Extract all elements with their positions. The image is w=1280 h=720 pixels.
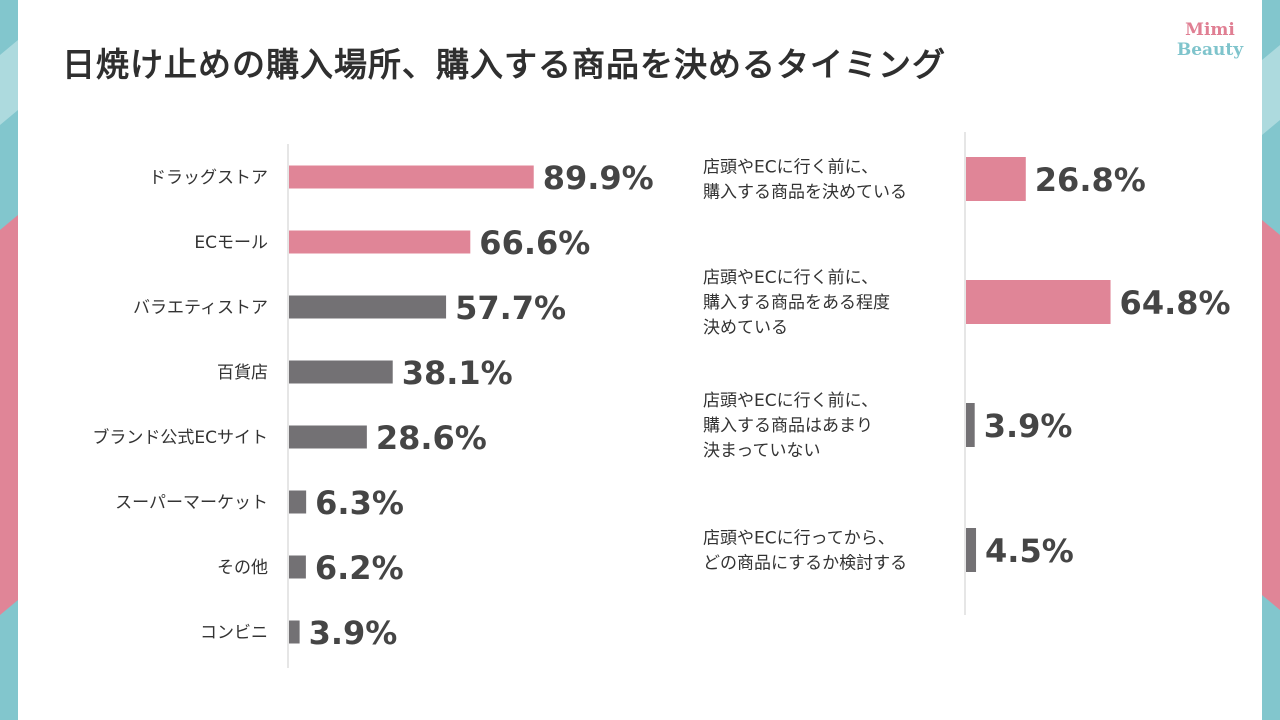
category-label: ブランド公式ECサイト [92, 427, 268, 448]
value-label: 3.9% [984, 407, 1073, 445]
bar [289, 555, 306, 579]
value-label: 28.6% [376, 419, 487, 457]
value-label: 57.7% [455, 289, 566, 327]
category-label: スーパーマーケット [115, 493, 268, 513]
brand-logo: Mimi Beauty [1168, 20, 1252, 60]
value-label: 6.3% [315, 484, 404, 522]
category-label: バラエティストア [133, 298, 268, 318]
value-label: 3.9% [309, 614, 398, 652]
bar [289, 295, 447, 319]
category-label: 店頭やECに行く前に、購入する商品はあまり決まっていない [703, 391, 878, 461]
bar [966, 528, 977, 572]
value-label: 6.2% [315, 549, 404, 587]
value-label: 4.5% [985, 532, 1074, 570]
content-card [18, 0, 1262, 720]
bar [289, 165, 534, 189]
bar [966, 280, 1111, 324]
bar [289, 490, 307, 514]
category-label: ドラッグストア [149, 168, 268, 188]
category-label: 百貨店 [217, 363, 268, 383]
page-title: 日焼け止めの購入場所、購入する商品を決めるタイミング [62, 45, 946, 84]
bar [289, 230, 471, 254]
category-label: 店頭やECに行く前に、購入する商品をある程度決めている [703, 268, 890, 338]
category-label: 店頭やECに行く前に、購入する商品を決めている [703, 158, 907, 203]
category-label: コンビニ [200, 623, 268, 643]
category-label: ECモール [194, 233, 268, 253]
bar [289, 360, 393, 384]
value-label: 89.9% [543, 159, 654, 197]
value-label: 64.8% [1120, 284, 1231, 322]
bar [966, 157, 1026, 201]
value-label: 26.8% [1035, 161, 1146, 199]
bar [966, 403, 975, 447]
category-label: 店頭やECに行ってから、どの商品にするか検討する [703, 529, 907, 574]
bar [289, 425, 367, 449]
logo-line-1: Mimi [1185, 20, 1235, 40]
logo-line-2: Beauty [1176, 40, 1244, 60]
category-label: その他 [217, 558, 268, 578]
value-label: 66.6% [479, 224, 590, 262]
value-label: 38.1% [402, 354, 513, 392]
bar [289, 620, 300, 644]
